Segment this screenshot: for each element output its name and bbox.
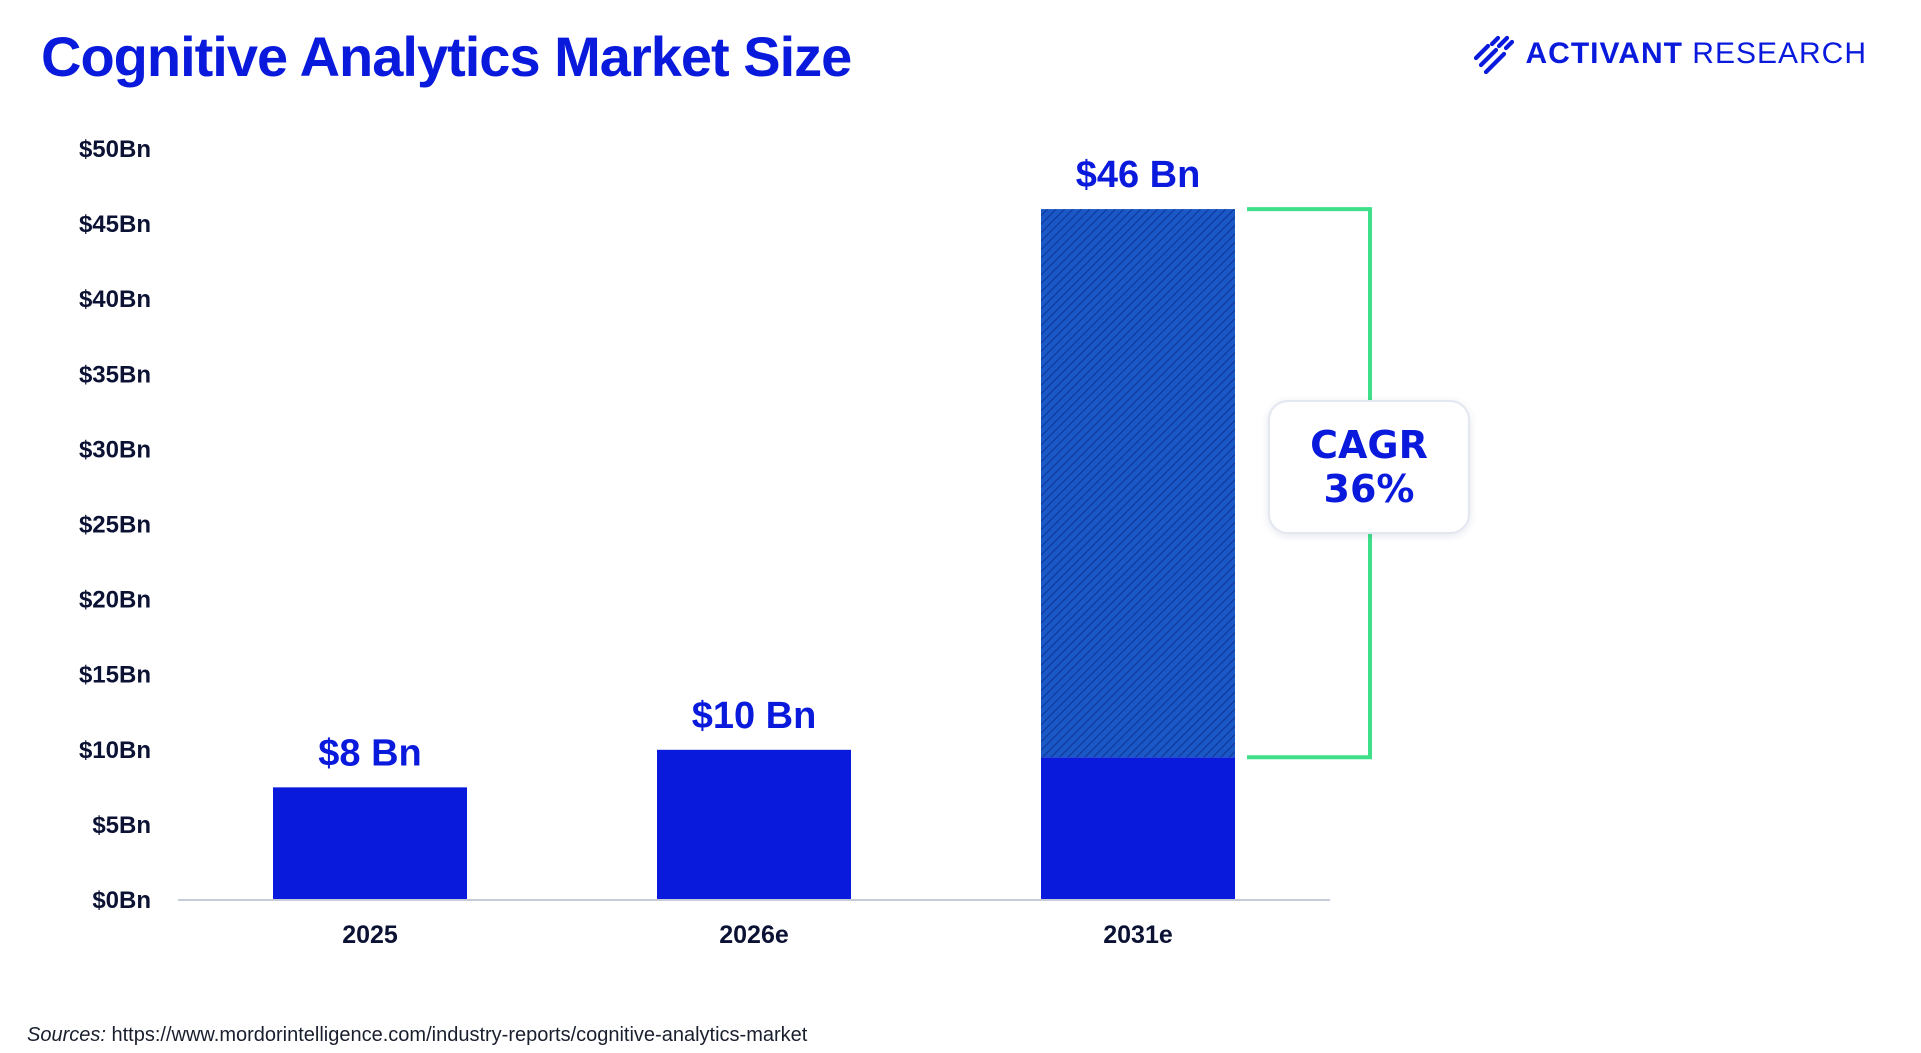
y-tick-label: $50Bn (79, 136, 151, 163)
y-tick-label: $30Bn (79, 436, 151, 463)
y-tick-label: $40Bn (79, 286, 151, 313)
brand-name: ACTIVANT RESEARCH (1526, 37, 1867, 71)
bar-2026e (657, 749, 851, 900)
y-axis: $0Bn $5Bn $10Bn $15Bn $20Bn $25Bn $30Bn $35Bn $4… (79, 136, 151, 914)
sources-label: Sources: (27, 1024, 106, 1046)
x-axis: 2025 2026e 2031e (342, 921, 1173, 949)
data-label: $8 Bn (318, 732, 421, 774)
cagr-callout: CAGR 36% (1268, 400, 1470, 534)
brand-logo: ACTIVANT RESEARCH (1473, 30, 1867, 78)
y-tick-label: $15Bn (79, 662, 151, 689)
brand-name-bold: ACTIVANT (1525, 37, 1683, 70)
sources-url: https://www.mordorintelligence.com/indus… (111, 1024, 808, 1046)
bars-group (273, 209, 1235, 900)
x-tick-label: 2025 (342, 921, 398, 949)
y-tick-label: $20Bn (79, 587, 151, 614)
y-tick-label: $45Bn (79, 211, 151, 238)
x-tick-label: 2026e (719, 921, 789, 949)
y-tick-label: $25Bn (79, 512, 151, 539)
data-label: $46 Bn (1076, 154, 1201, 196)
y-tick-label: $10Bn (79, 737, 151, 764)
brand-name-light: RESEARCH (1692, 37, 1867, 70)
data-label: $10 Bn (692, 695, 817, 737)
data-labels-group: $8 Bn $10 Bn $46 Bn (318, 154, 1200, 774)
sources-footer: Sources: https://www.mordorintelligence.… (27, 1024, 807, 1047)
y-tick-label: $0Bn (92, 887, 151, 914)
bar-growth-2031e (1041, 209, 1235, 758)
y-tick-label: $5Bn (92, 812, 151, 839)
x-tick-label: 2031e (1103, 921, 1173, 949)
bar-2025 (273, 787, 467, 900)
cagr-value: 36% (1323, 467, 1415, 511)
page-title: Cognitive Analytics Market Size (41, 25, 852, 88)
bar-2031e (1041, 757, 1235, 900)
y-tick-label: $35Bn (79, 361, 151, 388)
activant-stripes-icon (1473, 35, 1514, 74)
cagr-label: CAGR (1310, 423, 1428, 467)
